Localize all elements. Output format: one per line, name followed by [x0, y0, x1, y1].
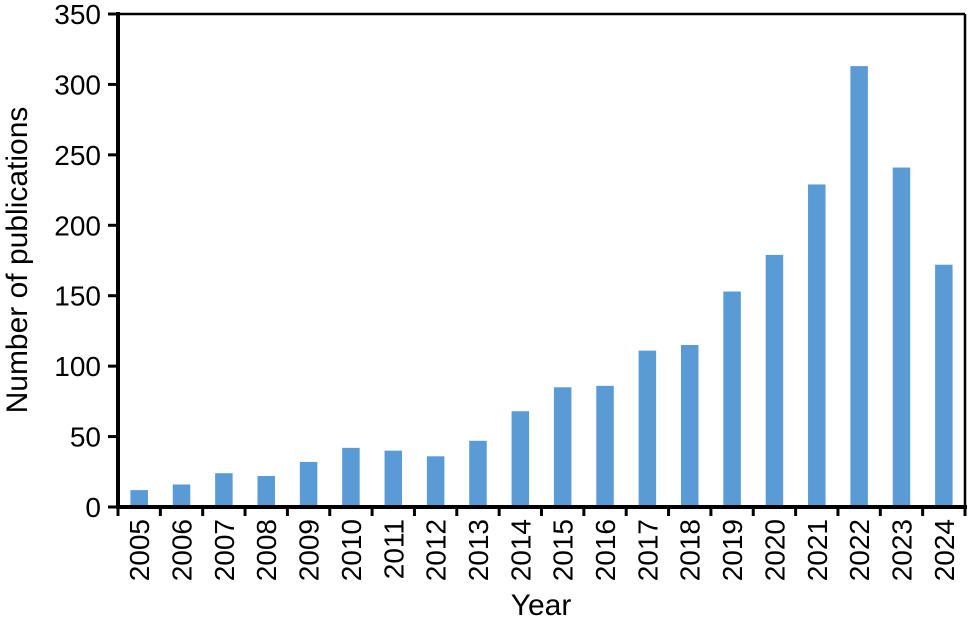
x-tick-label: 2024	[929, 519, 960, 581]
y-tick-label: 200	[54, 210, 101, 241]
x-tick-label: 2015	[548, 519, 579, 581]
bar-2007	[215, 473, 233, 507]
y-axis-title: Number of publications	[1, 107, 34, 414]
bar-2013	[469, 440, 487, 507]
bar-2024	[935, 264, 953, 507]
y-tick-label: 0	[85, 492, 101, 523]
x-tick-label: 2018	[675, 519, 706, 581]
x-tick-label: 2006	[167, 519, 198, 581]
bar-2006	[172, 484, 191, 507]
x-tick-label: 2009	[294, 519, 325, 581]
bar-2012	[426, 456, 445, 507]
x-tick-label: 2016	[590, 519, 621, 581]
x-tick-label: 2010	[336, 519, 367, 581]
bar-2020	[765, 254, 784, 507]
x-tick-label: 2013	[463, 519, 494, 581]
bar-2017	[638, 350, 657, 507]
y-tick-label: 50	[70, 422, 101, 453]
bar-2005	[130, 490, 148, 507]
bar-2022	[850, 66, 868, 508]
x-tick-label: 2011	[378, 519, 409, 579]
bar-2011	[384, 450, 403, 507]
axes-layer	[116, 12, 967, 509]
tick-labels-layer: 0 50 100 150 200 250 300 350 2005 2006 2007 2008 200…	[54, 0, 960, 581]
bar-2015	[553, 387, 572, 507]
x-tick-label: 2022	[844, 519, 875, 581]
x-tick-label: 2023	[886, 519, 917, 581]
y-tick-label: 150	[54, 281, 101, 312]
bar-2019	[723, 291, 741, 507]
y-tick-label: 300	[54, 69, 101, 100]
x-tick-label: 2005	[124, 519, 155, 581]
bar-2021	[808, 184, 826, 507]
bar-2023	[892, 167, 911, 507]
x-tick-label: 2008	[251, 519, 282, 581]
ticks-layer	[108, 12, 967, 516]
x-tick-label: 2021	[802, 519, 833, 581]
bar-2018	[680, 345, 699, 507]
bar-2016	[596, 385, 614, 507]
bar-2008	[257, 476, 275, 507]
x-tick-label: 2007	[209, 519, 240, 581]
bar-2010	[342, 447, 360, 507]
x-tick-label: 2020	[759, 519, 790, 581]
y-tick-label: 350	[54, 0, 101, 30]
bar-2009	[299, 461, 318, 507]
x-tick-label: 2019	[717, 519, 748, 581]
x-tick-label: 2014	[505, 519, 536, 581]
bar-2014	[511, 411, 530, 507]
x-axis-title: Year	[511, 589, 572, 622]
y-tick-label: 250	[54, 140, 101, 171]
bars-layer	[130, 66, 953, 508]
x-tick-label: 2017	[632, 519, 663, 581]
x-tick-label: 2012	[421, 519, 452, 581]
y-tick-label: 100	[54, 351, 101, 382]
